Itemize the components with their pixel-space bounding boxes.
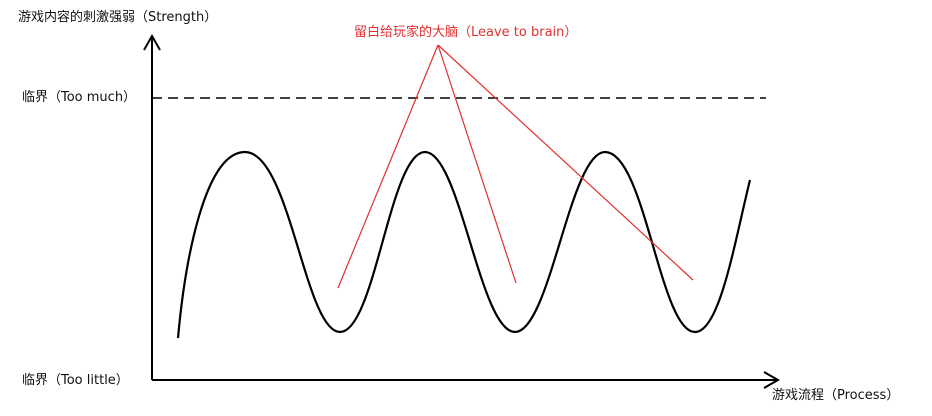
annotation-pointer-line-1 [338, 45, 438, 288]
y-axis-label: 游戏内容的刺激强弱（Strength） [18, 10, 217, 26]
x-axis-label: 游戏流程（Process） [772, 388, 899, 404]
too-little-threshold-label: 临界（Too little） [22, 373, 129, 389]
too-much-threshold-label: 临界（Too much） [22, 90, 136, 106]
strength-wave-curve [178, 152, 750, 338]
annotation-label: 留白给玩家的大脑（Leave to brain） [354, 25, 577, 41]
